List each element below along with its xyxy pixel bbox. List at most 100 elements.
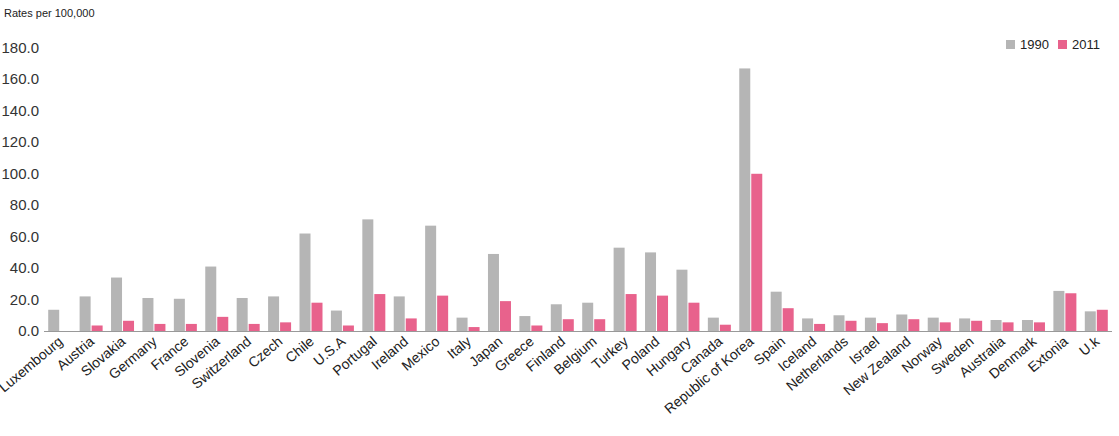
bar — [437, 296, 448, 331]
y-tick-label: 160.0 — [1, 70, 39, 87]
bar — [425, 226, 436, 331]
bar — [519, 316, 530, 331]
bar — [457, 318, 468, 331]
bar — [488, 254, 499, 331]
bar — [249, 324, 260, 331]
bar — [688, 303, 699, 331]
bar — [394, 296, 405, 331]
y-tick — [40, 48, 44, 49]
bar — [1053, 291, 1064, 331]
y-tick — [40, 110, 44, 111]
bar — [331, 311, 342, 331]
bar — [531, 325, 542, 331]
bar — [362, 219, 373, 331]
bar — [814, 324, 825, 331]
bar — [783, 308, 794, 331]
bar — [374, 294, 385, 331]
bar — [111, 278, 122, 331]
bar — [971, 321, 982, 331]
bar — [300, 234, 311, 331]
bar — [469, 327, 480, 331]
y-tick — [40, 299, 44, 300]
bars — [48, 68, 1108, 331]
legend-swatch — [1006, 40, 1015, 49]
bar — [80, 296, 91, 331]
bar — [1097, 310, 1108, 331]
y-tick — [40, 205, 44, 206]
bar — [154, 324, 165, 331]
bar — [865, 318, 876, 331]
y-tick — [40, 236, 44, 237]
bar — [739, 68, 750, 331]
bar — [186, 324, 197, 331]
bar — [563, 319, 574, 331]
bar — [657, 296, 668, 331]
y-tick-label: 100.0 — [1, 165, 39, 182]
y-tick-label: 140.0 — [1, 102, 39, 119]
chart: Rates per 100,000 0.0 20.0 40.0 60.0 80.0 100.… — [0, 0, 1119, 436]
x-tick-label: Extonia — [1025, 333, 1071, 375]
bar — [1003, 322, 1014, 331]
bar — [645, 252, 656, 331]
y-tick-label: 180.0 — [1, 39, 39, 56]
x-tick-label: Switzerland — [188, 333, 254, 392]
bar — [123, 321, 134, 331]
bar — [626, 294, 637, 331]
x-tick-label: Czech — [245, 333, 286, 371]
y-tick-label: 80.0 — [10, 196, 39, 213]
y-tick — [40, 142, 44, 143]
bar — [959, 318, 970, 331]
bar — [751, 174, 762, 331]
bar — [217, 317, 228, 331]
y-tick — [40, 173, 44, 174]
bar — [846, 321, 857, 331]
y-tick — [40, 79, 44, 80]
bar — [551, 304, 562, 331]
bar — [343, 325, 354, 331]
bar — [268, 296, 279, 331]
bar — [991, 320, 1002, 331]
bar — [500, 301, 511, 331]
bar — [928, 318, 939, 331]
x-tick-label: Republic of Korea — [661, 333, 757, 417]
bar — [708, 318, 719, 331]
y-tick-label: 0.0 — [18, 322, 39, 339]
bar — [676, 270, 687, 331]
legend-swatch — [1058, 40, 1067, 49]
bar — [834, 315, 845, 331]
bar — [174, 299, 185, 331]
bar — [1085, 311, 1096, 331]
x-tick-label: Mexico — [398, 333, 442, 374]
y-tick — [40, 268, 44, 269]
y-tick-label: 20.0 — [10, 291, 39, 308]
bar — [771, 292, 782, 331]
bar — [908, 319, 919, 331]
y-tick-label: 60.0 — [10, 228, 39, 245]
legend: 1990 2011 — [1006, 37, 1100, 52]
legend-label: 2011 — [1072, 37, 1100, 52]
bar — [312, 303, 323, 331]
y-tick-label: 40.0 — [10, 259, 39, 276]
x-tick-label: U.k — [1076, 332, 1103, 358]
x-tick-label: Belgium — [551, 333, 600, 378]
bar — [896, 314, 907, 331]
y-tick — [40, 331, 44, 332]
bar — [614, 248, 625, 331]
bar — [594, 319, 605, 331]
y-tick-label: 120.0 — [1, 133, 39, 150]
bar — [280, 322, 291, 331]
bar — [1022, 320, 1033, 331]
bar — [802, 318, 813, 331]
bar — [406, 318, 417, 331]
bar — [940, 322, 951, 331]
bar — [237, 298, 248, 331]
bar — [92, 325, 103, 331]
bar — [720, 325, 731, 331]
bar — [582, 303, 593, 331]
legend-label: 1990 — [1020, 37, 1049, 52]
bar — [877, 323, 888, 331]
y-axis-title: Rates per 100,000 — [4, 7, 95, 19]
bar — [1065, 293, 1076, 331]
bar — [205, 267, 216, 331]
bar — [48, 310, 59, 331]
